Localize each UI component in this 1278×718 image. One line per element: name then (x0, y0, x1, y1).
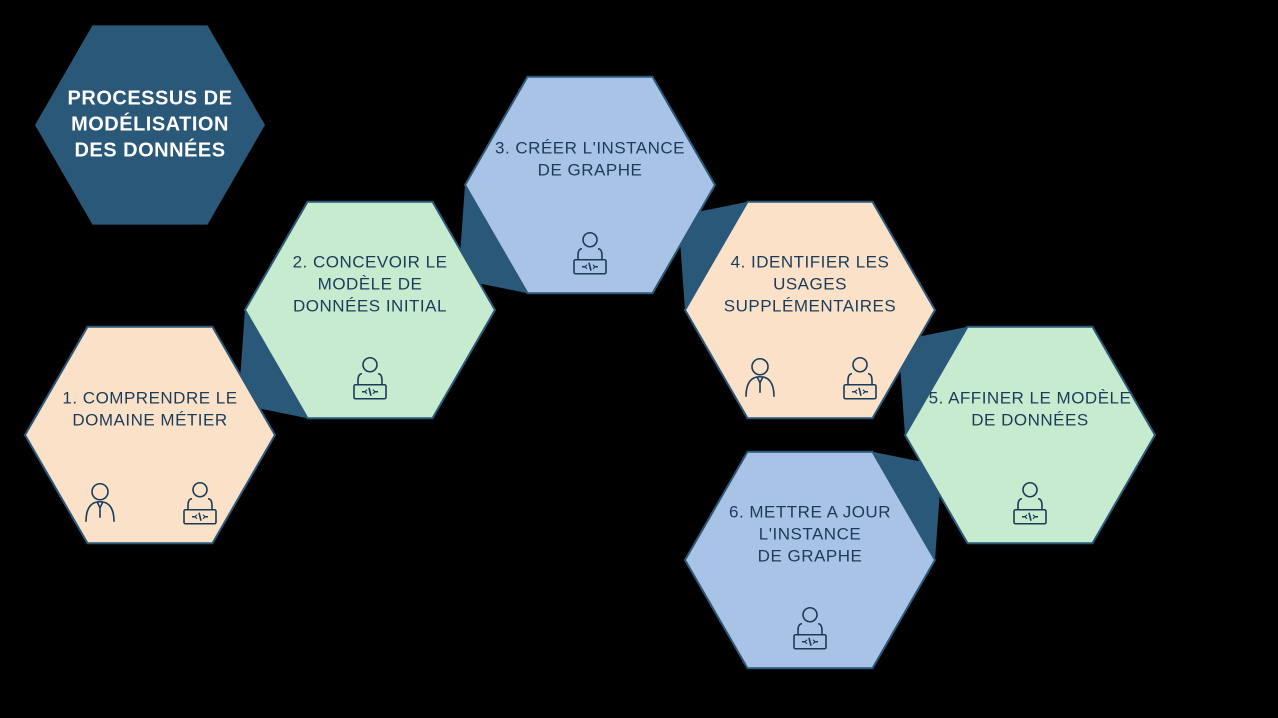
step-6-label-line: L'INSTANCE (759, 524, 861, 543)
step-5-label-line: DE DONNÉES (971, 410, 1088, 429)
step-2-label-line: MODÈLE DE (318, 274, 423, 293)
step-3-label-line: DE GRAPHE (538, 160, 643, 179)
step-hexagon-1: 1. COMPRENDRE LE DOMAINE MÉTIER (25, 327, 275, 544)
step-4-label-line: SUPPLÉMENTAIRES (724, 296, 897, 315)
title-line: MODÉLISATION (71, 112, 229, 135)
title-line: DES DONNÉES (74, 138, 225, 161)
step-4-label-line: 4. IDENTIFIER LES (731, 252, 890, 271)
step-2-label-line: 2. CONCEVOIR LE (293, 252, 448, 271)
step-3-label-line: 3. CRÉER L'INSTANCE (495, 138, 685, 157)
step-2-label-line: DONNÉES INITIAL (293, 296, 447, 315)
step-1-label-line: DOMAINE MÉTIER (72, 410, 227, 429)
step-6-label-line: DE GRAPHE (758, 546, 863, 565)
step-6-label-line: 6. METTRE A JOUR (729, 502, 891, 521)
step-5-label-line: 5. AFFINER LE MODÈLE (929, 388, 1132, 407)
step-4-label-line: USAGES (773, 274, 847, 293)
title-line: PROCESSUS DE (68, 87, 233, 109)
step-1-label-line: 1. COMPRENDRE LE (62, 388, 237, 407)
process-diagram: PROCESSUS DE MODÉLISATION DES DONNÉES 1. CO… (0, 0, 1278, 718)
title-hexagon: PROCESSUS DE MODÉLISATION DES DONNÉES (35, 25, 265, 224)
